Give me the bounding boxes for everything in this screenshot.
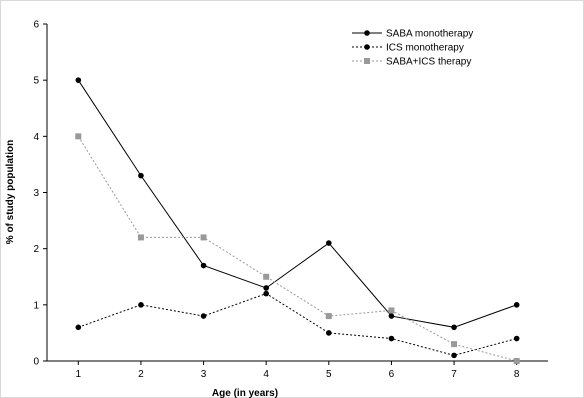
- data-point: [75, 77, 82, 83]
- series-layer: [75, 77, 520, 364]
- legend-entry: ICS monotherapy: [352, 43, 464, 54]
- x-tick-label: 2: [138, 369, 144, 380]
- data-point: [513, 302, 520, 308]
- data-point: [138, 302, 144, 308]
- data-point: [325, 313, 332, 320]
- legend-label: SABA monotherapy: [386, 29, 473, 40]
- legend-entry: SABA+ICS therapy: [352, 57, 471, 68]
- data-point: [388, 313, 395, 319]
- x-tick-label: 3: [201, 369, 207, 380]
- y-tick-label: 4: [33, 132, 39, 143]
- y-tick-label: 6: [33, 20, 39, 31]
- legend-label: SABA+ICS therapy: [386, 57, 471, 68]
- series-2: [75, 290, 520, 359]
- data-point: [263, 273, 270, 280]
- data-point: [451, 341, 458, 348]
- data-point: [388, 307, 395, 314]
- x-tick-label: 8: [514, 369, 520, 380]
- data-point: [326, 240, 332, 246]
- y-tick-label: 5: [33, 76, 39, 87]
- series-line: [77, 136, 517, 362]
- series-3: [75, 133, 520, 364]
- data-point: [263, 285, 269, 291]
- series-line: [77, 79, 517, 328]
- legend-entry: SABA monotherapy: [352, 29, 473, 40]
- data-point: [75, 324, 82, 331]
- series-1: [75, 77, 520, 331]
- data-point: [513, 358, 520, 364]
- x-tick-labels: 1 2 3 4 5 6 7 8: [76, 369, 520, 380]
- x-tick-label: 4: [263, 369, 269, 380]
- data-point: [200, 313, 207, 319]
- y-tick-label: 3: [33, 188, 39, 199]
- data-point: [75, 133, 82, 140]
- data-point: [326, 330, 332, 336]
- y-axis-title: % of study population: [5, 140, 16, 244]
- y-tick-label: 0: [33, 357, 39, 368]
- y-tick-label: 1: [33, 300, 39, 311]
- data-point: [200, 262, 207, 269]
- series-line: [78, 293, 517, 356]
- legend-marker: [364, 58, 370, 64]
- x-tick-label: 6: [389, 369, 395, 380]
- legend-marker: [364, 44, 370, 50]
- y-tick-labels: 0 1 2 3 4 5 6: [33, 20, 39, 368]
- data-point: [451, 324, 457, 331]
- legend-marker: [364, 30, 370, 36]
- x-tick-label: 5: [326, 369, 332, 380]
- data-point: [388, 335, 395, 342]
- data-point: [513, 335, 520, 342]
- legend: SABA monotherapy ICS monotherapy SABA+ICS …: [352, 29, 473, 68]
- legend-label: ICS monotherapy: [386, 43, 464, 54]
- data-point: [451, 352, 457, 359]
- x-tick-label: 1: [76, 369, 82, 380]
- x-axis-title: Age (in years): [212, 388, 278, 398]
- data-point: [263, 290, 269, 297]
- data-point: [137, 234, 144, 241]
- data-point: [200, 234, 207, 241]
- y-tick-label: 2: [33, 244, 39, 255]
- x-tick-label: 7: [451, 369, 457, 380]
- axes: [43, 23, 548, 365]
- data-point: [138, 172, 144, 179]
